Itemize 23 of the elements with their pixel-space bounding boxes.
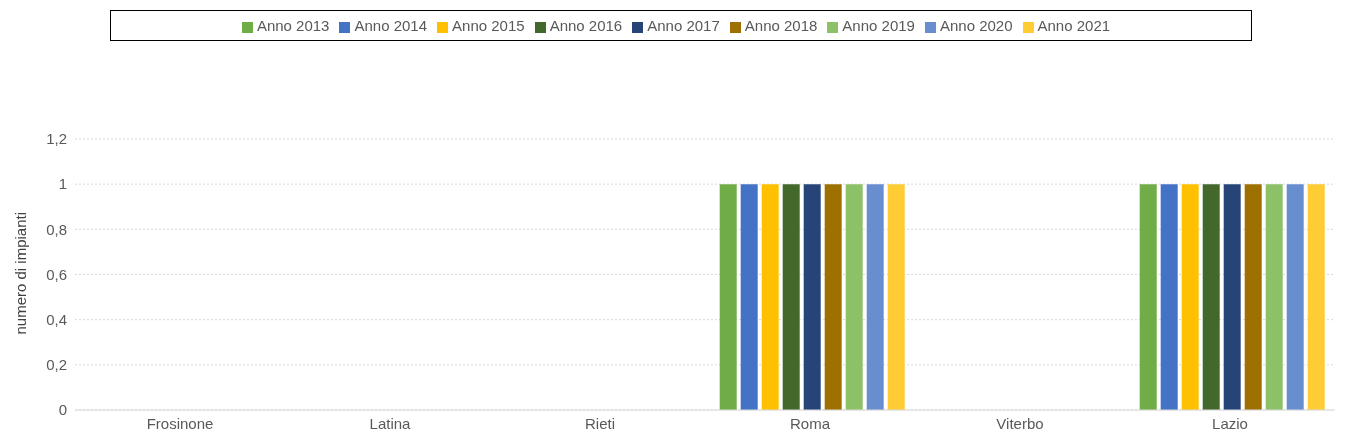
y-tick-label: 0 (58, 401, 67, 419)
legend-label: Anno 2018 (744, 17, 818, 34)
x-tick-label: Lazio (1212, 414, 1248, 432)
legend-label: Anno 2021 (1037, 17, 1111, 34)
legend-label: Anno 2017 (647, 17, 720, 34)
x-tick-label: Viterbo (996, 414, 1044, 432)
legend-label: Anno 2019 (842, 17, 915, 34)
y-tick-label: 1 (58, 175, 67, 193)
y-tick-label: 0,6 (46, 265, 67, 283)
y-tick-label: 0,4 (46, 310, 67, 328)
x-tick-label: Roma (789, 414, 831, 432)
legend-label: Anno 2020 (939, 17, 1013, 34)
legend-label: Anno 2013 (256, 17, 330, 34)
x-tick-label: Frosinone (146, 414, 214, 432)
legend-label: Anno 2015 (452, 17, 525, 34)
legend-label: Anno 2014 (354, 17, 428, 34)
y-tick-label: 0,8 (46, 220, 67, 238)
y-tick-label: 1,2 (46, 130, 67, 148)
y-axis-title: numero di impianti (12, 211, 30, 335)
legend-label: Anno 2016 (549, 17, 623, 34)
y-tick-label: 0,2 (46, 356, 67, 374)
x-tick-label: Rieti (584, 414, 616, 432)
x-tick-label: Latina (369, 414, 412, 432)
